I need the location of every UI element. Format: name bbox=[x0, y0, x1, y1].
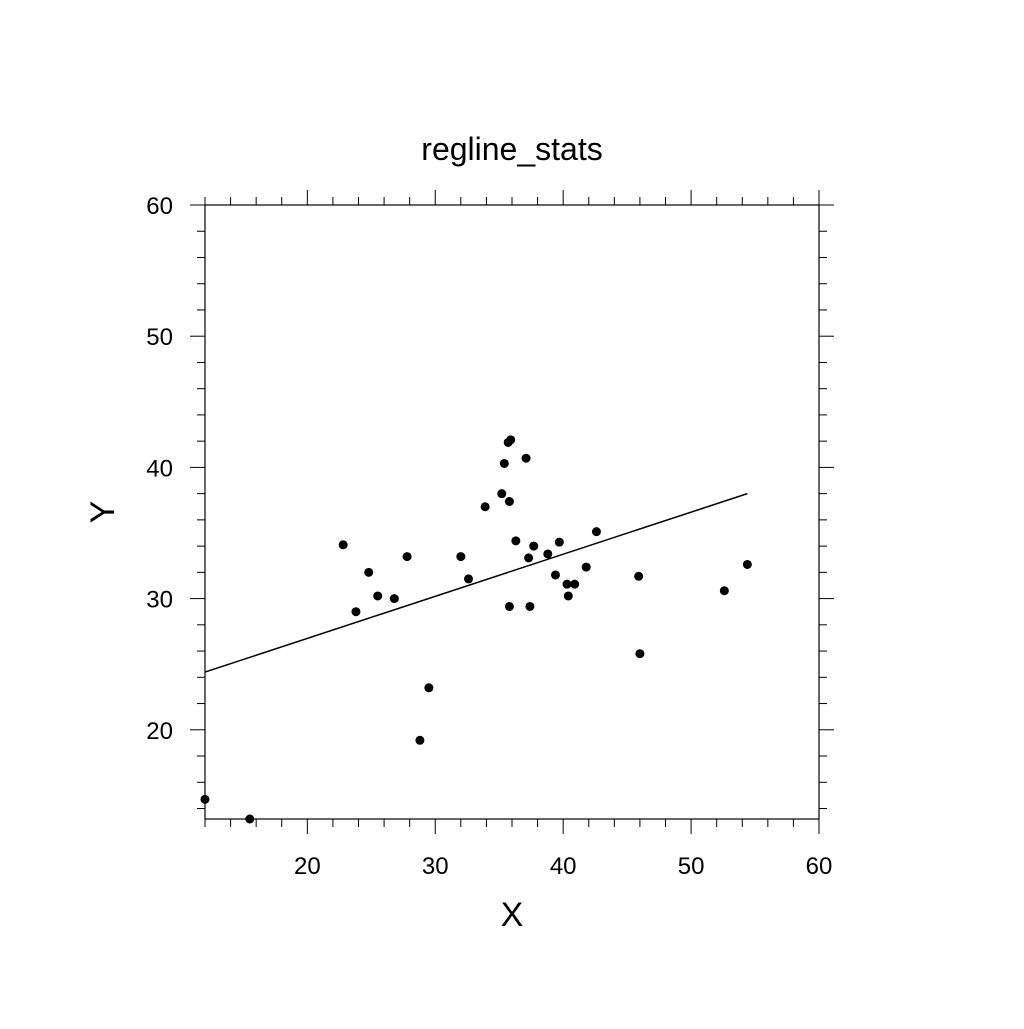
data-point bbox=[562, 579, 572, 589]
x-tick-label: 40 bbox=[550, 853, 577, 880]
data-point bbox=[415, 735, 425, 745]
data-point bbox=[525, 601, 535, 611]
data-point bbox=[456, 552, 466, 562]
data-point bbox=[351, 607, 361, 617]
data-point bbox=[499, 458, 509, 468]
data-point bbox=[506, 435, 516, 445]
data-point bbox=[200, 794, 210, 804]
data-point bbox=[464, 574, 474, 584]
data-point bbox=[511, 536, 521, 546]
data-point bbox=[389, 594, 399, 604]
y-tick-label: 60 bbox=[146, 193, 173, 220]
chart-title: regline_stats bbox=[421, 131, 602, 167]
y-tick-label: 20 bbox=[146, 718, 173, 745]
data-point bbox=[550, 570, 560, 580]
data-point bbox=[424, 683, 434, 693]
y-tick-label: 50 bbox=[146, 324, 173, 351]
data-point bbox=[543, 549, 553, 559]
data-point bbox=[521, 453, 531, 463]
data-point bbox=[497, 489, 507, 499]
data-point bbox=[524, 553, 534, 563]
x-tick-label: 30 bbox=[422, 853, 449, 880]
y-axis-label: Y bbox=[84, 501, 122, 524]
data-point bbox=[480, 502, 490, 512]
data-point bbox=[364, 567, 374, 577]
x-tick-label: 60 bbox=[806, 853, 833, 880]
data-point bbox=[504, 601, 514, 611]
data-point bbox=[591, 527, 601, 537]
data-point bbox=[635, 649, 645, 659]
data-point bbox=[554, 537, 564, 547]
plot-frame bbox=[204, 204, 820, 820]
data-point bbox=[245, 814, 255, 824]
data-point bbox=[529, 541, 539, 551]
data-point bbox=[570, 579, 580, 589]
y-tick-label: 40 bbox=[146, 455, 173, 482]
x-tick-label: 50 bbox=[678, 853, 705, 880]
data-point bbox=[338, 540, 348, 550]
data-point bbox=[581, 562, 591, 572]
data-point bbox=[634, 571, 644, 581]
x-tick-label: 20 bbox=[294, 853, 321, 880]
regression-line bbox=[204, 492, 748, 673]
data-point bbox=[563, 591, 573, 601]
data-point bbox=[373, 591, 383, 601]
x-axis-label: X bbox=[501, 896, 524, 934]
y-tick-label: 30 bbox=[146, 587, 173, 614]
data-point bbox=[504, 497, 514, 507]
data-point bbox=[719, 586, 729, 596]
data-point bbox=[402, 552, 412, 562]
plot-area: 20 30 40 50 60 20 30 40 50 60 bbox=[146, 190, 834, 880]
data-point bbox=[742, 559, 752, 569]
